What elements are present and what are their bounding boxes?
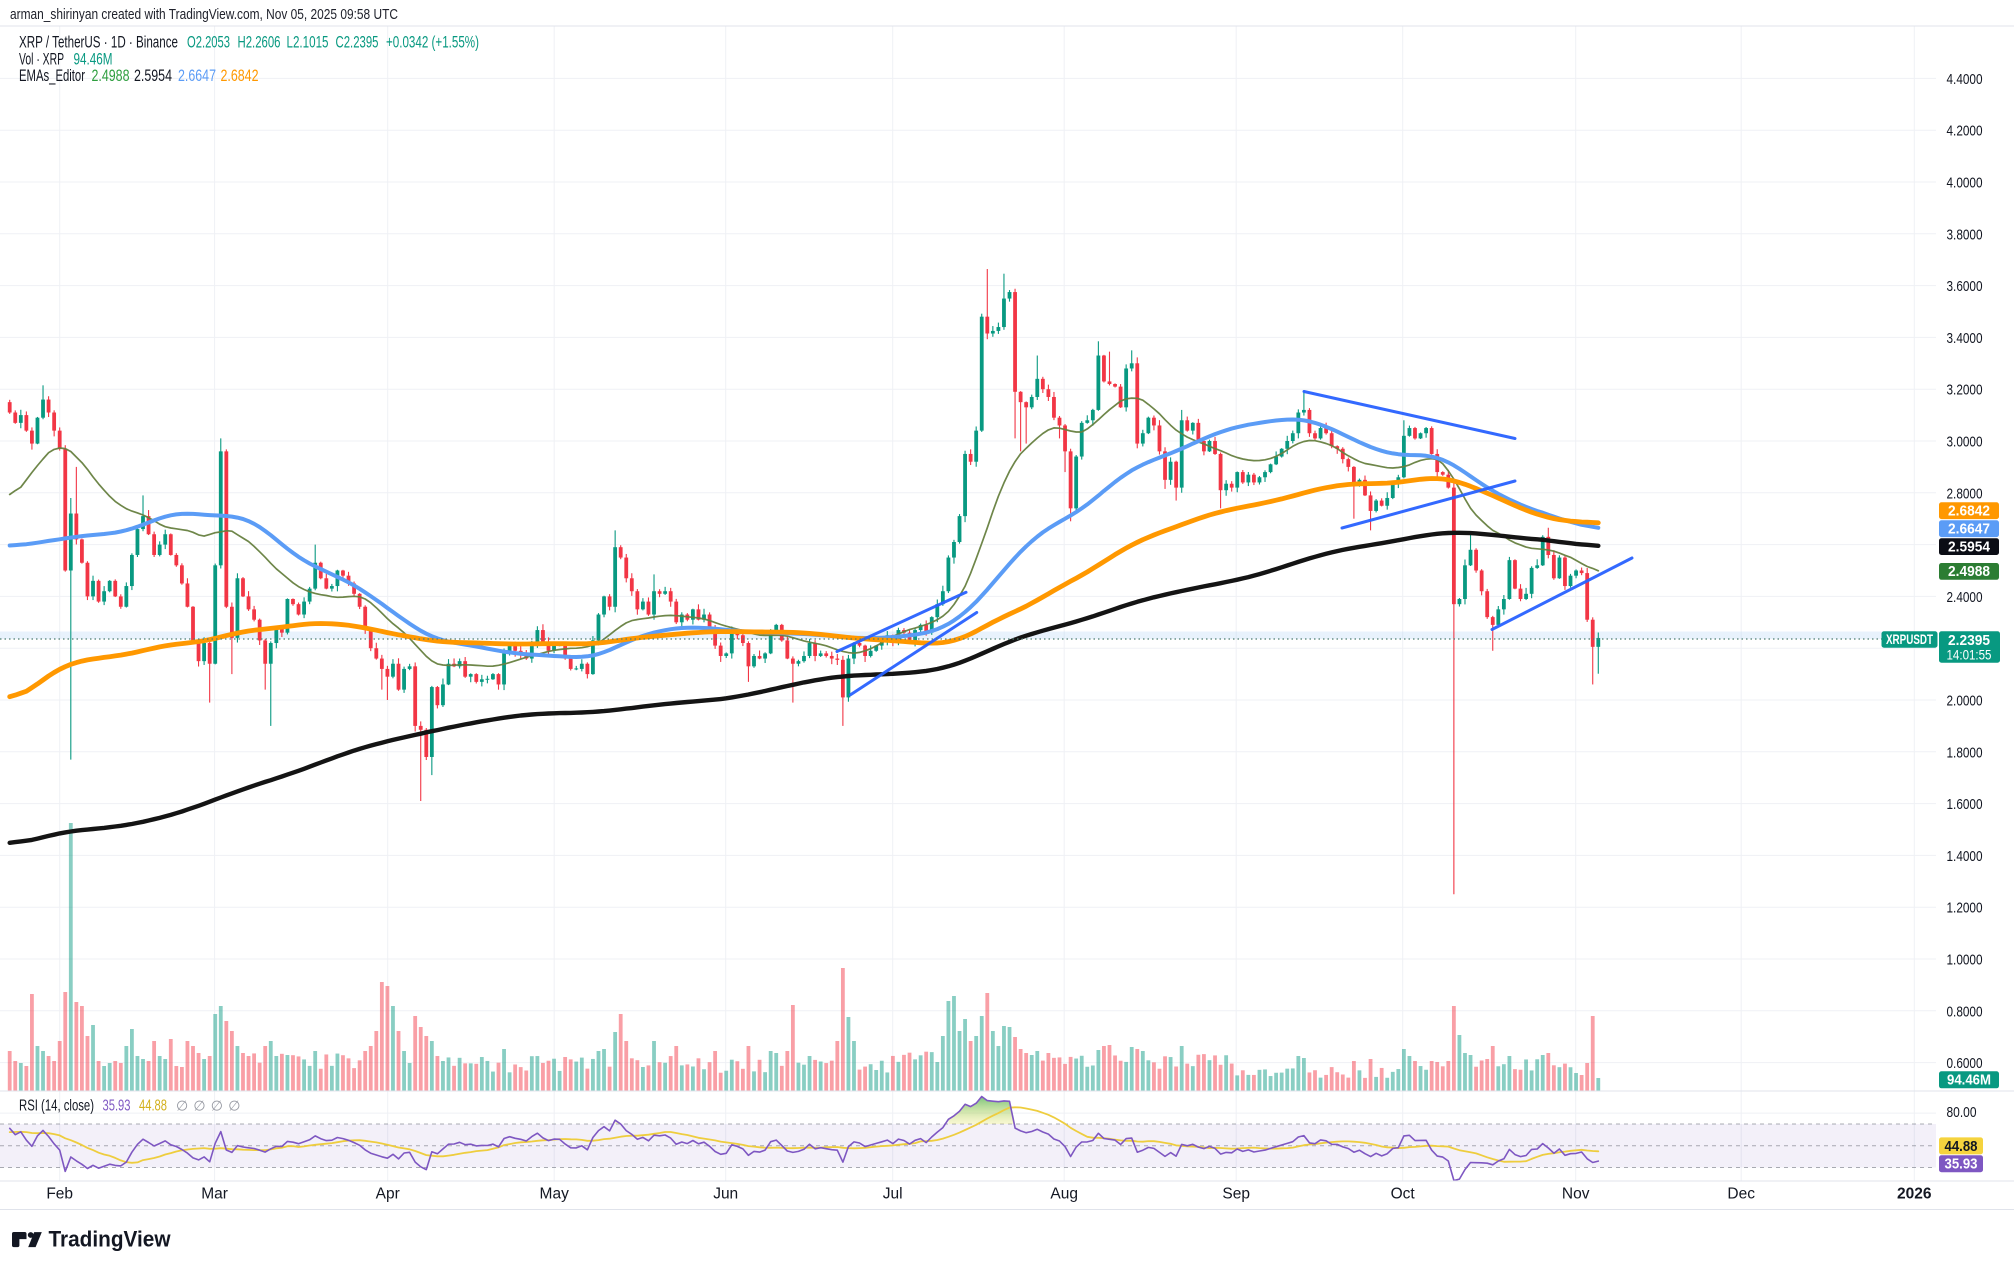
svg-text:35.93: 35.93 (1945, 1156, 1978, 1173)
svg-text:O2.2053: O2.2053 (187, 34, 230, 52)
svg-text:XRP / TetherUS · 1D · Binance: XRP / TetherUS · 1D · Binance (19, 34, 178, 52)
svg-text:∅: ∅ (228, 1098, 240, 1114)
svg-text:Sep: Sep (1222, 1186, 1250, 1203)
svg-text:2.0000: 2.0000 (1947, 693, 1983, 710)
svg-text:94.46M: 94.46M (74, 51, 113, 69)
svg-text:2.4000: 2.4000 (1947, 589, 1983, 606)
svg-text:2.6647: 2.6647 (1948, 521, 1990, 538)
svg-text:RSI (14, close): RSI (14, close) (19, 1098, 94, 1115)
svg-text:C2.2395: C2.2395 (336, 34, 379, 52)
svg-text:∅: ∅ (176, 1098, 188, 1114)
svg-text:Dec: Dec (1727, 1186, 1755, 1203)
svg-text:L2.1015: L2.1015 (287, 34, 329, 52)
svg-text:∅: ∅ (211, 1098, 223, 1114)
svg-text:2.2395: 2.2395 (1948, 632, 1990, 649)
svg-text:1.4000: 1.4000 (1947, 848, 1983, 865)
svg-text:44.88: 44.88 (1945, 1138, 1978, 1155)
svg-text:3.8000: 3.8000 (1947, 226, 1983, 243)
svg-text:H2.2606: H2.2606 (238, 34, 281, 52)
svg-text:Aug: Aug (1050, 1186, 1078, 1203)
svg-text:2.6647: 2.6647 (178, 67, 216, 85)
svg-text:4.4000: 4.4000 (1947, 71, 1983, 88)
svg-text:2.5954: 2.5954 (1948, 538, 1991, 555)
svg-text:1.8000: 1.8000 (1947, 744, 1983, 761)
svg-text:+0.0342 (+1.55%): +0.0342 (+1.55%) (386, 34, 479, 52)
svg-text:2.5954: 2.5954 (134, 67, 172, 85)
svg-text:Vol · XRP: Vol · XRP (19, 51, 64, 69)
svg-text:Feb: Feb (46, 1186, 73, 1203)
svg-text:EMAs_Editor: EMAs_Editor (19, 67, 85, 85)
svg-text:3.6000: 3.6000 (1947, 278, 1983, 295)
svg-text:1.6000: 1.6000 (1947, 796, 1983, 813)
svg-text:3.4000: 3.4000 (1947, 330, 1983, 347)
svg-text:1.2000: 1.2000 (1947, 900, 1983, 917)
svg-text:1.0000: 1.0000 (1947, 952, 1983, 969)
svg-text:XRPUSDT: XRPUSDT (1886, 632, 1934, 647)
svg-text:May: May (540, 1186, 570, 1203)
svg-text:TradingView: TradingView (49, 1227, 172, 1252)
svg-text:35.93: 35.93 (103, 1098, 131, 1115)
svg-text:14:01:55: 14:01:55 (1947, 648, 1992, 663)
svg-text:94.46M: 94.46M (1947, 1072, 1991, 1089)
svg-text:80.00: 80.00 (1947, 1104, 1977, 1121)
svg-text:2.4988: 2.4988 (92, 67, 130, 85)
svg-text:3.0000: 3.0000 (1947, 434, 1983, 451)
svg-text:Oct: Oct (1391, 1186, 1416, 1203)
svg-text:2.4988: 2.4988 (1948, 563, 1990, 580)
svg-text:arman_shirinyan created with T: arman_shirinyan created with TradingView… (10, 7, 398, 23)
svg-text:4.2000: 4.2000 (1947, 123, 1983, 140)
svg-text:Jul: Jul (883, 1186, 903, 1203)
svg-text:Nov: Nov (1562, 1186, 1590, 1203)
svg-text:∅: ∅ (193, 1098, 205, 1114)
svg-text:3.2000: 3.2000 (1947, 382, 1983, 399)
svg-text:2.6842: 2.6842 (221, 67, 259, 85)
svg-text:Mar: Mar (201, 1186, 228, 1203)
svg-text:Apr: Apr (376, 1186, 400, 1203)
svg-text:44.88: 44.88 (139, 1098, 167, 1115)
svg-text:4.0000: 4.0000 (1947, 175, 1983, 192)
svg-text:0.8000: 0.8000 (1947, 1003, 1983, 1020)
svg-text:2026: 2026 (1897, 1186, 1932, 1203)
svg-text:2.8000: 2.8000 (1947, 485, 1983, 502)
svg-text:Jun: Jun (713, 1186, 738, 1203)
svg-text:0.6000: 0.6000 (1947, 1055, 1983, 1072)
svg-text:2.6842: 2.6842 (1948, 503, 1990, 520)
